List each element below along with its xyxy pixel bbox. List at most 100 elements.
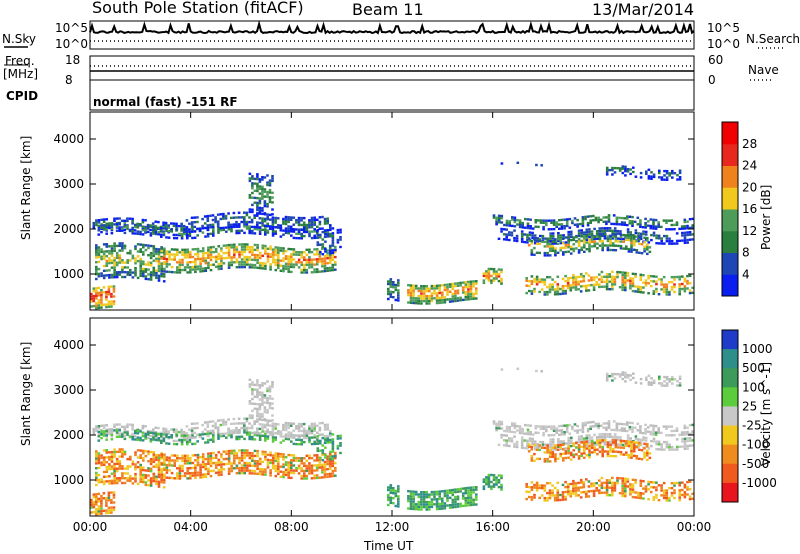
velocity-cell: [261, 468, 265, 471]
power-cell: [328, 246, 332, 249]
power-cell: [497, 268, 501, 271]
velocity-cell: [641, 432, 645, 435]
power-cell: [186, 251, 189, 254]
velocity-cell: [251, 388, 254, 391]
power-cell: [611, 244, 615, 247]
power-cell: [115, 217, 119, 220]
power-cell: [256, 228, 259, 231]
velocity-cell: [520, 446, 524, 449]
velocity-cell: [638, 444, 641, 447]
power-cell: [397, 294, 400, 297]
velocity-cell: [92, 503, 96, 506]
power-cell: [123, 221, 127, 225]
velocity-cell: [163, 476, 166, 479]
velocity-cell: [630, 445, 633, 448]
power-cell: [616, 167, 619, 170]
velocity-cell: [609, 454, 612, 458]
velocity-cell: [100, 454, 103, 457]
velocity-cell: [300, 434, 303, 437]
power-cell: [579, 290, 583, 293]
velocity-cell: [110, 465, 114, 468]
power-cell: [618, 223, 621, 226]
power-cell: [567, 233, 570, 236]
velocity-cell: [588, 441, 591, 445]
velocity-cell: [435, 490, 439, 493]
velocity-cell: [652, 431, 655, 434]
power-cell: [290, 255, 293, 258]
velocity-cell: [321, 421, 324, 425]
velocity-cell: [305, 474, 309, 478]
power-cell: [160, 255, 163, 259]
power-cell: [638, 251, 641, 254]
power-cell: [105, 243, 109, 246]
velocity-cell: [644, 430, 647, 433]
power-cell: [190, 223, 194, 226]
power-cell: [518, 223, 522, 227]
velocity-cell: [560, 424, 564, 428]
velocity-cell: [131, 426, 134, 429]
power-cell: [621, 167, 625, 170]
power-cell: [546, 238, 549, 241]
power-cell: [533, 246, 536, 250]
power-cell: [175, 228, 179, 231]
velocity-cell: [588, 456, 591, 459]
velocity-cell: [565, 428, 569, 431]
power-cell: [263, 224, 267, 227]
power-cell: [290, 234, 293, 237]
power-cell: [529, 227, 532, 230]
power-cell: [191, 265, 195, 269]
power-cell: [644, 226, 647, 229]
velocity-cell: [100, 436, 103, 440]
velocity-cell: [220, 453, 223, 456]
velocity-cell: [321, 468, 324, 471]
power-cell: [261, 262, 265, 265]
velocity-cell: [173, 464, 176, 467]
power-cell: [605, 288, 609, 291]
velocity-cell: [602, 426, 606, 429]
power-cell: [678, 293, 681, 296]
power-cell: [420, 287, 423, 290]
velocity-cell: [120, 425, 124, 428]
power-cell: [149, 276, 153, 279]
velocity-cell: [269, 424, 272, 427]
velocity-cell: [92, 432, 96, 435]
velocity-cell: [217, 461, 221, 464]
velocity-cell: [652, 428, 655, 432]
power-cell: [451, 300, 455, 303]
velocity-cell: [268, 394, 272, 398]
power-cell: [595, 276, 598, 279]
velocity-cell: [147, 467, 150, 470]
velocity-cell: [258, 415, 262, 418]
velocity-cell: [289, 424, 293, 427]
velocity-cell: [107, 506, 111, 509]
power-cell: [183, 268, 187, 272]
power-cell: [539, 219, 543, 222]
power-cell: [602, 216, 606, 219]
power-cell: [631, 272, 635, 275]
power-cell: [616, 229, 620, 233]
power-cell: [331, 244, 335, 247]
velocity-cell: [201, 460, 205, 464]
power-cell: [102, 286, 106, 289]
power-cell: [100, 257, 103, 261]
velocity-cell: [389, 491, 393, 494]
power-cell: [387, 282, 390, 286]
power-cell: [551, 237, 555, 240]
power-cell: [246, 243, 249, 246]
power-cell: [688, 218, 692, 221]
velocity-cell: [570, 441, 573, 445]
velocity-cell: [527, 443, 531, 446]
velocity-cell: [564, 456, 568, 460]
velocity-cell: [178, 464, 182, 468]
velocity-cell: [328, 465, 332, 468]
velocity-cell: [165, 433, 168, 436]
velocity-cell: [562, 440, 565, 443]
velocity-cell: [564, 442, 568, 445]
velocity-cell: [551, 443, 555, 446]
power-cell: [248, 179, 252, 183]
velocity-cell: [233, 454, 236, 457]
velocity-cell: [219, 435, 223, 438]
power-cell: [167, 230, 171, 233]
velocity-cell: [189, 467, 192, 470]
power-cell: [555, 225, 558, 228]
